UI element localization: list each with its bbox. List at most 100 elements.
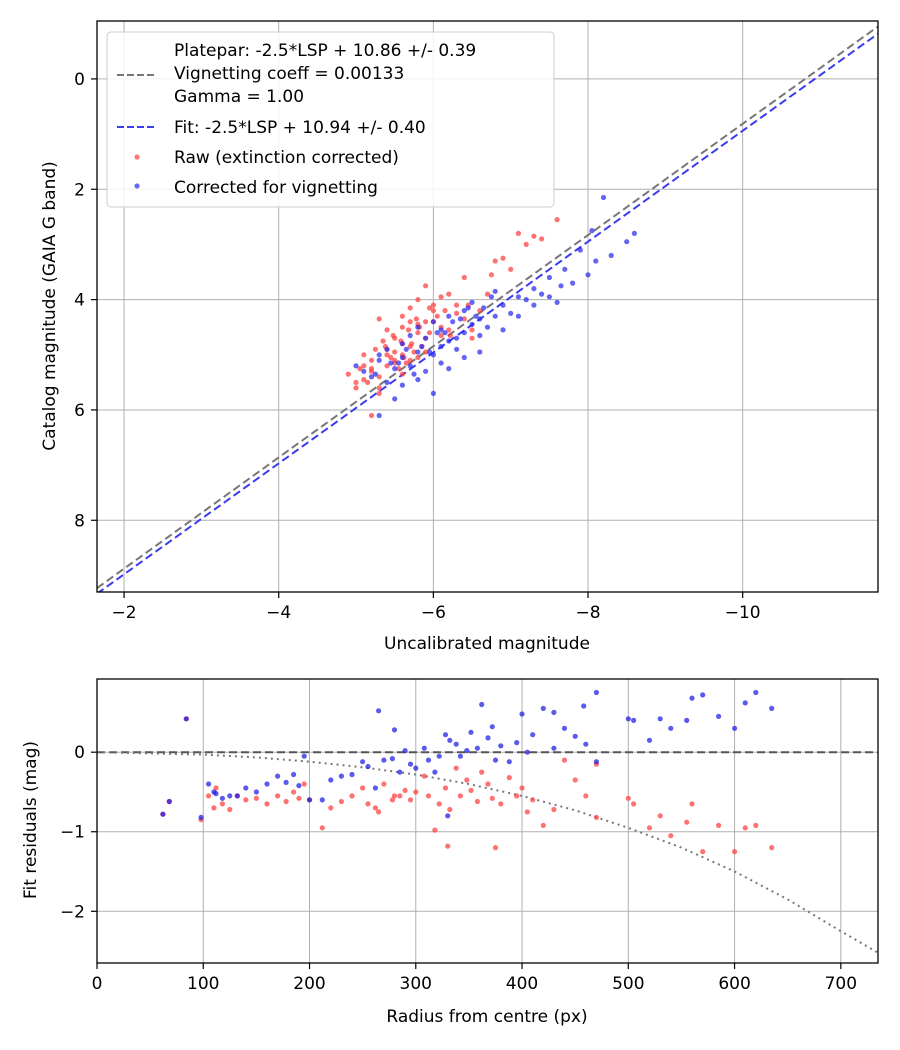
top-x-tick-label: −8 (575, 603, 600, 623)
top-point-series0 (554, 217, 560, 223)
bottom-point-series0 (219, 801, 225, 807)
top-point-series1 (577, 247, 583, 253)
top-point-series1 (554, 299, 560, 305)
bottom-point-series0 (716, 822, 722, 829)
top-point-series1 (500, 302, 506, 308)
top-point-series0 (388, 354, 394, 361)
bottom-point-series0 (474, 798, 480, 805)
legend-platepar-line-1: Platepar: -2.5*LSP + 10.86 +/- 0.39 (174, 41, 476, 61)
bottom-point-series0 (365, 801, 371, 807)
top-point-series0 (438, 294, 444, 300)
top-point-series0 (384, 352, 390, 358)
bottom-point-series0 (753, 822, 759, 829)
top-point-series1 (438, 360, 444, 366)
bottom-point-series0 (389, 797, 395, 803)
bottom-point-series1 (593, 759, 600, 765)
bottom-x-tick-label: 100 (187, 974, 219, 994)
top-point-series1 (469, 299, 475, 305)
bottom-point-series1 (593, 689, 600, 696)
top-points (345, 194, 638, 419)
top-point-series0 (380, 338, 386, 344)
top-point-series1 (407, 363, 413, 369)
top-point-series1 (399, 382, 405, 388)
bottom-point-series1 (301, 753, 307, 759)
top-point-series1 (477, 349, 483, 355)
bottom-x-tick-label: 700 (825, 974, 857, 994)
bottom-point-series0 (296, 795, 302, 801)
bottom-x-axis-label: Radius from centre (px) (386, 1007, 587, 1027)
top-point-series0 (415, 297, 421, 303)
bottom-point-series1 (283, 779, 289, 786)
bottom-point-series0 (328, 805, 334, 811)
top-line-platepar (97, 25, 878, 589)
top-point-series0 (423, 319, 429, 325)
top-point-series0 (454, 310, 460, 316)
bottom-point-series0 (442, 785, 449, 791)
top-point-series0 (390, 332, 396, 339)
bottom-point-series0 (684, 819, 690, 825)
bottom-point-series0 (492, 845, 499, 851)
bottom-y-axis-label: Fit residuals (mag) (21, 741, 41, 899)
top-point-series1 (461, 330, 467, 336)
bottom-point-series0 (464, 777, 470, 783)
top-point-series1 (415, 377, 421, 383)
bottom-point-series0 (264, 801, 270, 807)
top-point-series1 (539, 291, 545, 297)
bottom-point-series0 (283, 798, 289, 805)
top-point-series0 (515, 230, 522, 236)
bottom-point-series1 (306, 797, 313, 803)
top-point-series0 (484, 291, 491, 297)
top-point-series0 (469, 327, 475, 333)
top-point-series0 (434, 313, 440, 319)
bottom-x-tick-label: 0 (92, 974, 103, 994)
bottom-point-series1 (464, 748, 470, 754)
top-point-series1 (411, 371, 417, 377)
bottom-x-tick-label: 600 (718, 974, 750, 994)
bottom-point-series1 (296, 783, 302, 789)
legend: Platepar: -2.5*LSP + 10.86 +/- 0.39 Vign… (106, 31, 555, 208)
top-point-series0 (368, 366, 375, 372)
top-point-series0 (438, 332, 444, 339)
bottom-point-series1 (646, 737, 653, 743)
top-point-series0 (376, 385, 382, 391)
bottom-axes-frame (96, 678, 879, 964)
top-point-series1 (608, 252, 614, 259)
bottom-point-series1 (160, 811, 166, 817)
bottom-point-series1 (485, 735, 491, 741)
top-point-series1 (446, 366, 452, 372)
bottom-point-series0 (407, 797, 414, 803)
top-point-series0 (345, 371, 351, 377)
top-point-series1 (515, 294, 522, 300)
top-point-series0 (384, 327, 390, 333)
top-y-tick-label: 4 (74, 291, 85, 311)
top-point-series0 (426, 305, 433, 311)
bottom-point-series0 (445, 843, 451, 849)
top-point-series1 (457, 316, 463, 322)
top-point-series1 (461, 354, 467, 361)
bottom-point-series0 (583, 793, 589, 799)
bottom-point-series0 (519, 785, 525, 791)
bottom-point-series1 (338, 773, 344, 779)
bottom-point-series1 (275, 773, 281, 779)
top-point-series1 (570, 280, 576, 286)
bottom-point-series1 (530, 732, 536, 738)
bottom-point-series1 (365, 763, 371, 770)
top-y-tick-label: 6 (74, 401, 85, 421)
top-point-series1 (465, 305, 471, 311)
bottom-point-series0 (397, 793, 403, 799)
bottom-point-series1 (732, 725, 738, 731)
top-point-series1 (446, 313, 452, 319)
bottom-point-series0 (769, 845, 775, 851)
top-point-series0 (430, 308, 436, 314)
top-x-tick-label: −2 (112, 603, 137, 623)
bottom-ticks: 0 100 200 300 400 500 600 700 0 −1 −2 (60, 743, 857, 994)
bottom-point-series1 (700, 692, 706, 698)
bottom-point-series0 (485, 781, 491, 787)
top-y-tick-label: 0 (74, 70, 85, 90)
bottom-point-series1 (742, 700, 748, 706)
bottom-point-series1 (183, 716, 189, 722)
top-point-series1 (461, 308, 467, 314)
top-point-series1 (593, 258, 599, 264)
top-point-series1 (376, 357, 382, 363)
bottom-point-series1 (514, 740, 520, 746)
